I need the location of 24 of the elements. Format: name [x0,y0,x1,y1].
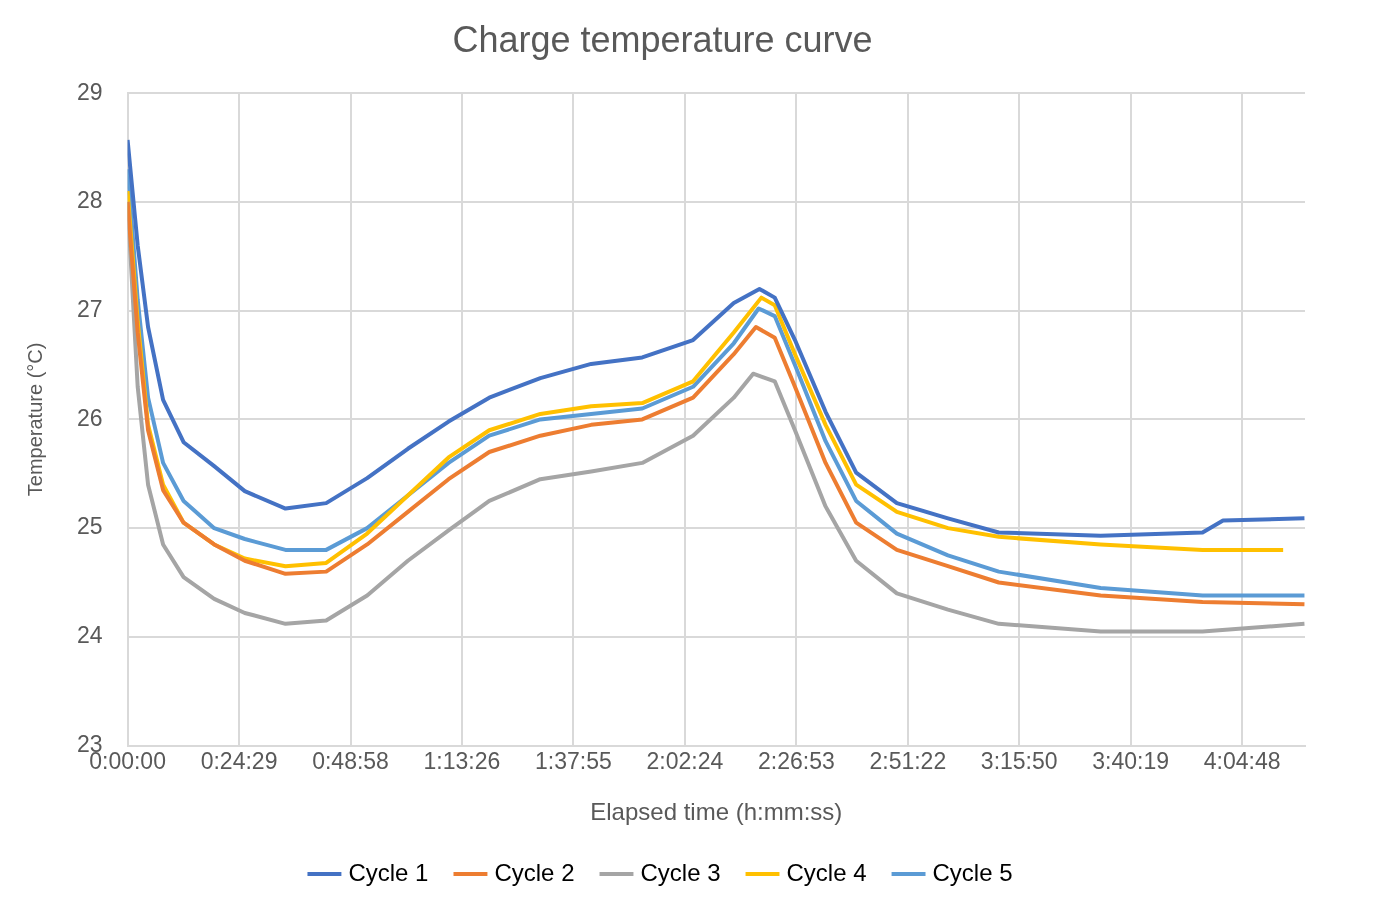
x-axis-title: Elapsed time (h:mm:ss) [590,798,843,826]
legend-label: Cycle 4 [786,858,867,886]
x-tick-label: 4:04:48 [1203,747,1281,774]
y-tick-label: 26 [76,404,103,431]
x-tick-label: 2:51:22 [869,747,947,774]
y-tick-label: 29 [76,78,103,105]
legend-label: Cycle 2 [494,858,575,886]
x-tick-label: 0:24:29 [200,747,278,774]
y-axis-title: Temperature (°C) [23,342,46,497]
chart-title: Charge temperature curve [452,18,873,60]
y-tick-label: 25 [76,513,103,540]
x-tick-label: 0:48:58 [312,747,389,774]
x-tick-label: 2:26:53 [757,747,835,774]
x-tick-label: 1:37:55 [535,747,612,774]
x-tick-label: 2:02:24 [646,747,724,774]
y-tick-label: 24 [76,622,103,649]
y-tick-label: 28 [76,187,103,214]
x-tick-label: 3:40:19 [1092,747,1170,774]
legend-label: Cycle 5 [932,858,1013,886]
legend-label: Cycle 3 [640,858,721,886]
legend-label: Cycle 1 [348,858,429,886]
y-tick-label: 27 [76,296,103,323]
x-tick-label: 3:15:50 [980,747,1058,774]
x-tick-label: 1:13:26 [423,747,501,774]
